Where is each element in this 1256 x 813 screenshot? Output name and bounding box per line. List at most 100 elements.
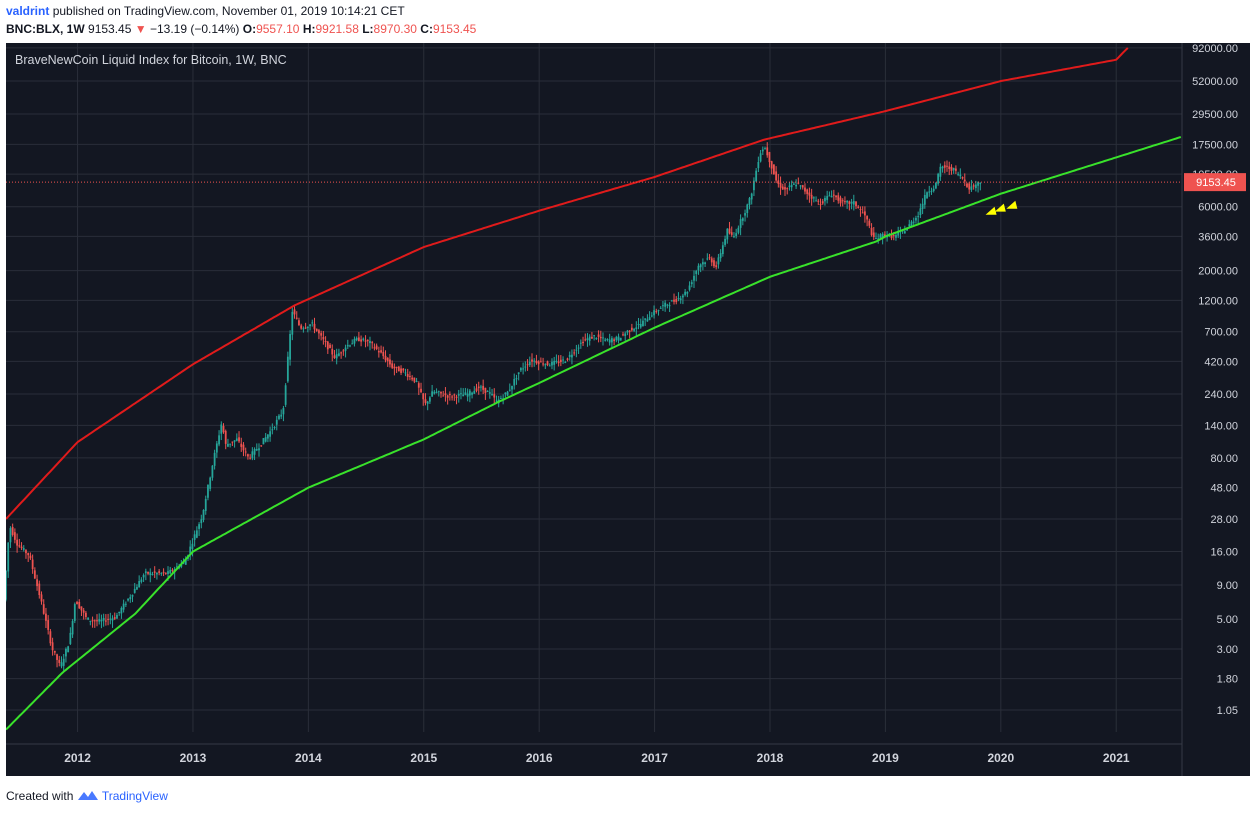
candle-down — [84, 612, 87, 617]
candle-down — [968, 183, 971, 190]
candle-up — [941, 166, 944, 169]
candle-up — [923, 194, 926, 205]
candle-up — [495, 400, 498, 402]
open-label: O: — [242, 22, 257, 36]
candle-down — [817, 200, 820, 202]
y-tick-label: 3.00 — [1217, 644, 1238, 656]
candle-up — [579, 342, 582, 344]
candle-up — [741, 218, 744, 221]
candle-down — [413, 377, 416, 382]
candle-up — [879, 234, 882, 239]
candles-group — [6, 142, 982, 671]
candle-down — [357, 337, 360, 342]
candle-up — [895, 234, 897, 238]
candle-up — [335, 354, 338, 359]
y-tick-label: 9.00 — [1217, 580, 1238, 592]
y-tick-label: 2000.00 — [1198, 266, 1238, 278]
candle-up — [460, 393, 462, 395]
candle-up — [792, 183, 795, 185]
candle-down — [36, 579, 38, 587]
candle-up — [284, 385, 287, 405]
candle-up — [852, 200, 855, 205]
candle-up — [513, 378, 516, 386]
candle-up — [733, 236, 735, 238]
candle-up — [202, 510, 205, 520]
candle-up — [595, 338, 598, 340]
candle-up — [344, 347, 347, 351]
candle-down — [451, 396, 453, 398]
candle-down — [320, 333, 323, 336]
candle-up — [795, 184, 797, 187]
candle-down — [546, 361, 549, 366]
x-tick-label: 2017 — [641, 751, 668, 765]
candle-down — [448, 393, 451, 395]
candle-up — [719, 253, 722, 259]
candle-up — [6, 570, 7, 600]
candle-up — [282, 408, 285, 415]
candle-up — [690, 282, 693, 285]
candle-down — [715, 265, 718, 268]
candle-up — [686, 292, 689, 294]
candle-up — [679, 298, 682, 301]
candle-up — [903, 231, 906, 234]
candle-down — [859, 209, 862, 211]
candle-down — [728, 228, 731, 234]
candle-up — [218, 435, 220, 445]
candle-down — [11, 526, 14, 535]
candle-up — [116, 615, 118, 619]
candle-up — [812, 197, 815, 199]
candle-up — [124, 603, 127, 605]
candle-up — [71, 621, 74, 635]
y-tick-label: 28.00 — [1210, 514, 1238, 526]
tradingview-link[interactable]: TradingView — [101, 789, 168, 803]
candle-up — [220, 424, 223, 434]
candle-down — [18, 545, 21, 547]
candle-up — [653, 310, 655, 316]
candle-up — [721, 245, 724, 255]
candle-up — [748, 198, 751, 205]
y-tick-label: 1.80 — [1217, 674, 1238, 686]
candle-down — [162, 571, 165, 573]
candle-up — [657, 310, 660, 312]
candle-down — [293, 309, 296, 315]
candle-up — [875, 238, 877, 240]
y-tick-label: 16.00 — [1210, 547, 1238, 559]
candle-up — [959, 174, 962, 177]
candle-down — [242, 444, 245, 451]
candle-down — [539, 361, 542, 363]
x-tick-label: 2019 — [872, 751, 899, 765]
candle-down — [446, 395, 449, 398]
candle-down — [78, 601, 81, 609]
candle-up — [437, 391, 440, 393]
candle-up — [910, 221, 913, 227]
x-tick-label: 2018 — [757, 751, 784, 765]
last-price: 9153.45 — [88, 22, 132, 36]
candle-down — [82, 610, 85, 613]
candle-down — [675, 298, 678, 303]
candle-up — [626, 330, 629, 333]
candle-down — [340, 352, 343, 354]
candle-up — [926, 192, 928, 199]
candle-down — [855, 201, 857, 207]
candle-down — [56, 654, 58, 660]
candle-up — [511, 385, 513, 390]
candle-down — [409, 375, 411, 377]
author-link[interactable]: valdrint — [6, 4, 50, 18]
candle-up — [151, 574, 154, 576]
candle-up — [255, 449, 258, 451]
candle-up — [431, 391, 434, 397]
candle-down — [946, 165, 948, 167]
candle-up — [699, 264, 702, 268]
candle-down — [164, 572, 167, 574]
candle-up — [726, 228, 729, 240]
candle-down — [375, 345, 378, 350]
candle-up — [62, 658, 65, 666]
candle-up — [204, 499, 207, 511]
high-value: 9921.58 — [315, 22, 359, 36]
candle-down — [422, 393, 425, 400]
candle-down — [861, 212, 864, 214]
candle-up — [426, 401, 429, 404]
price-chart[interactable]: 92000.0052000.0029500.0017500.0010500.00… — [6, 43, 1250, 776]
candle-up — [195, 530, 198, 538]
candle-down — [710, 258, 713, 263]
